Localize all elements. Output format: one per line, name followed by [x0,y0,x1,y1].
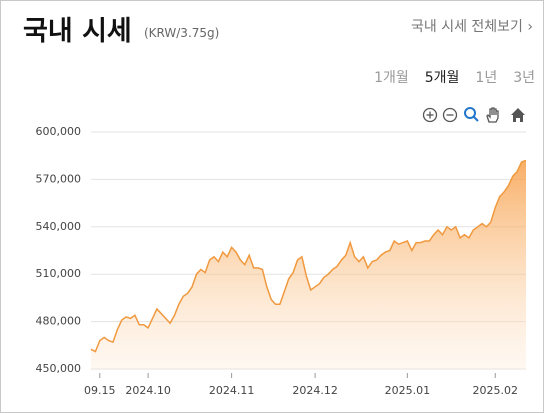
zoom-out-button[interactable] [442,107,458,123]
y-tick-label: 510,000 [36,267,82,280]
home-button[interactable] [511,108,525,122]
page-title: 국내 시세 [23,16,132,47]
link-text[interactable]: 국내 시세 전체보기 [410,19,523,35]
price-line [90,159,527,353]
x-tick-label: 2024.11 [209,384,255,397]
x-tick-label: 2025.02 [472,384,518,397]
y-tick-label: 450,000 [36,362,82,375]
pan-button[interactable] [486,107,499,123]
x-tick-label: 2024.10 [125,384,171,397]
x-tick-label: 2024.12 [292,384,338,397]
period-tab[interactable]: 5개월 [424,70,460,86]
x-tick-label: 2025.01 [385,384,431,397]
magnify-button[interactable] [464,107,479,122]
y-tick-label: 540,000 [36,220,82,233]
period-tab[interactable]: 1개월 [374,70,409,86]
y-tick-label: 600,000 [36,125,82,138]
y-tick-label: 480,000 [36,315,82,328]
area-fill [91,160,526,369]
x-tick-label: 09.15 [84,384,116,397]
view-all-link[interactable]: 국내 시세 전체보기 › [411,16,533,36]
zoom-in-button[interactable] [422,107,438,123]
period-tab[interactable]: 3년 [513,70,535,86]
chevron[interactable]: › [527,19,533,35]
y-tick-label: 570,000 [36,172,82,185]
period-tabs: 1개월 5개월 1년 3년 [358,67,535,87]
chart-tools [422,107,525,123]
unit-label: (KRW/3.75g) [144,26,220,40]
period-tab[interactable]: 1년 [475,70,498,86]
